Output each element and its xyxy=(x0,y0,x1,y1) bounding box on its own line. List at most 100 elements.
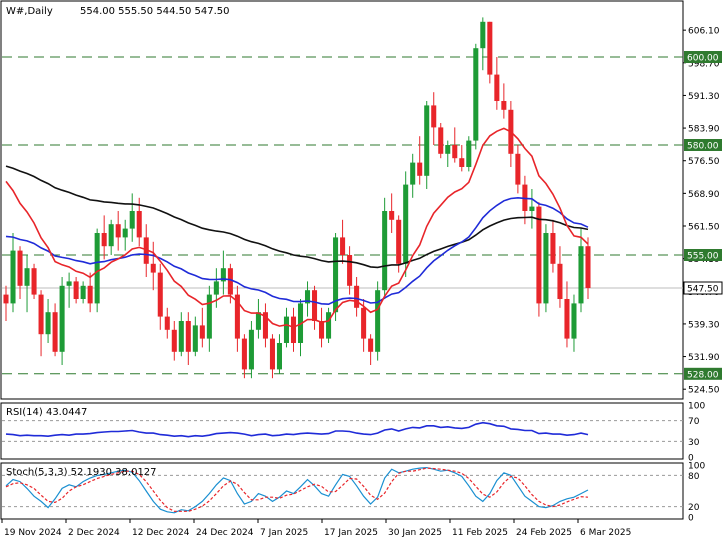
time-tick-1: 2 Dec 2024 xyxy=(68,528,120,538)
price-tick-10: 531.90 xyxy=(688,353,720,363)
level-tag-1: 580.00 xyxy=(687,142,719,152)
candle-body-26 xyxy=(185,321,191,352)
candle-body-28 xyxy=(199,325,205,339)
candle-body-34 xyxy=(241,338,247,370)
time-tick-7: 11 Feb 2025 xyxy=(452,528,508,538)
price-tick-3: 583.90 xyxy=(688,125,720,135)
candle-body-47 xyxy=(333,237,339,313)
price-tick-2: 591.30 xyxy=(688,92,720,102)
candle-body-75 xyxy=(529,206,535,211)
candle-body-40 xyxy=(283,316,290,343)
candle-body-7 xyxy=(52,312,58,352)
candle-body-60 xyxy=(424,105,430,176)
sma-black-line xyxy=(5,165,589,269)
price-tick-11: 524.50 xyxy=(688,386,720,396)
candle-body-48 xyxy=(340,237,346,255)
candle-body-5 xyxy=(38,294,44,335)
candle-body-80 xyxy=(564,299,570,339)
price-axis: 606.10 598.70 591.30 583.90 576.50 568.90 561.… xyxy=(683,27,723,396)
current-price-tag: 547.50 xyxy=(687,285,719,295)
candle-body-68 xyxy=(480,21,486,49)
time-axis: 19 Nov 2024 2 Dec 2024 12 Dec 2024 24 Dec 2… xyxy=(1,519,631,538)
price-tick-0: 606.10 xyxy=(688,27,720,37)
current-price-tag-bg xyxy=(683,281,723,295)
time-tick-3: 24 Dec 2024 xyxy=(196,528,254,538)
candle-body-63 xyxy=(445,145,451,154)
candle-body-30 xyxy=(213,281,219,295)
candle-body-19 xyxy=(136,211,142,238)
g-rsi-tick-0: 100 xyxy=(688,402,705,412)
g-stoch-series-0 xyxy=(5,466,589,514)
candle-body-67 xyxy=(473,48,479,141)
level-tag-bg-1 xyxy=(684,139,722,151)
candle-body-25 xyxy=(178,321,184,352)
stoch-label: Stoch(5,3,3) 52.1930 38.0127 xyxy=(6,467,157,478)
candle-body-14 xyxy=(101,233,107,247)
ema-red-line xyxy=(5,127,589,329)
ema-blue-line xyxy=(5,196,589,306)
candle-body-1 xyxy=(10,250,16,304)
candle-body-49 xyxy=(347,255,353,286)
g-stoch-tick-0: 100 xyxy=(688,462,705,472)
candle-body-69 xyxy=(487,21,493,75)
time-tick-9: 6 Mar 2025 xyxy=(580,528,631,538)
candle-body-36 xyxy=(255,312,261,330)
header-ohlc: 554.00 555.50 544.50 547.50 xyxy=(80,6,230,17)
candle-body-55 xyxy=(389,211,395,220)
candle-body-21 xyxy=(150,263,156,273)
candle-body-17 xyxy=(122,228,128,238)
candle-body-11 xyxy=(80,285,86,299)
candle-body-56 xyxy=(396,219,402,264)
candle-body-62 xyxy=(438,127,444,154)
candle-body-18 xyxy=(129,211,135,229)
candle-body-73 xyxy=(515,153,521,185)
candle-body-4 xyxy=(31,268,37,295)
header-symbol: W#,Daily xyxy=(6,6,53,17)
g-stoch-tick-2: 20 xyxy=(688,503,700,513)
candle-body-79 xyxy=(557,263,563,299)
candle-body-70 xyxy=(494,74,500,101)
level-tag-2: 555.00 xyxy=(687,252,719,262)
g-rsi-tick-3: 0 xyxy=(688,454,694,464)
price-tick-4: 576.50 xyxy=(688,157,720,167)
candle-body-8 xyxy=(59,285,65,352)
candle-body-76 xyxy=(536,206,542,304)
g-rsi-tick-2: 30 xyxy=(688,438,700,448)
candle-body-66 xyxy=(466,140,472,167)
candle-body-82 xyxy=(578,246,584,304)
time-tick-0: 19 Nov 2024 xyxy=(4,528,62,538)
candles xyxy=(3,17,591,379)
candle-body-53 xyxy=(375,290,381,352)
time-tick-6: 30 Jan 2025 xyxy=(388,528,442,538)
g-stoch-series-1 xyxy=(5,467,589,512)
candle-body-58 xyxy=(410,162,416,185)
candle-body-27 xyxy=(192,325,198,352)
time-tick-2: 12 Dec 2024 xyxy=(132,528,190,538)
level-tag-3: 528.00 xyxy=(687,370,719,380)
candle-body-54 xyxy=(382,211,388,291)
candle-body-64 xyxy=(452,145,458,159)
candle-body-71 xyxy=(501,101,507,110)
candle-body-59 xyxy=(417,162,423,176)
candle-body-61 xyxy=(431,105,437,128)
candle-body-0 xyxy=(3,294,9,304)
candle-body-2 xyxy=(17,250,23,286)
candle-body-51 xyxy=(361,307,367,339)
candle-body-29 xyxy=(206,294,212,339)
candle-body-52 xyxy=(368,338,374,352)
candle-body-37 xyxy=(262,312,268,339)
price-tick-5: 568.90 xyxy=(688,190,720,200)
candle-body-31 xyxy=(220,268,226,282)
candle-body-33 xyxy=(234,294,240,339)
rsi-label: RSI(14) 43.0447 xyxy=(6,407,87,418)
level-tag-bg-0 xyxy=(684,51,722,63)
candle-body-10 xyxy=(73,281,79,299)
price-tick-1: 598.70 xyxy=(688,59,720,69)
g-stoch-tick-3: 0 xyxy=(688,514,694,524)
main-panel-frame xyxy=(0,0,684,400)
candle-body-81 xyxy=(571,303,577,339)
g-rsi-series-0 xyxy=(5,421,589,438)
candle-body-23 xyxy=(164,316,170,330)
